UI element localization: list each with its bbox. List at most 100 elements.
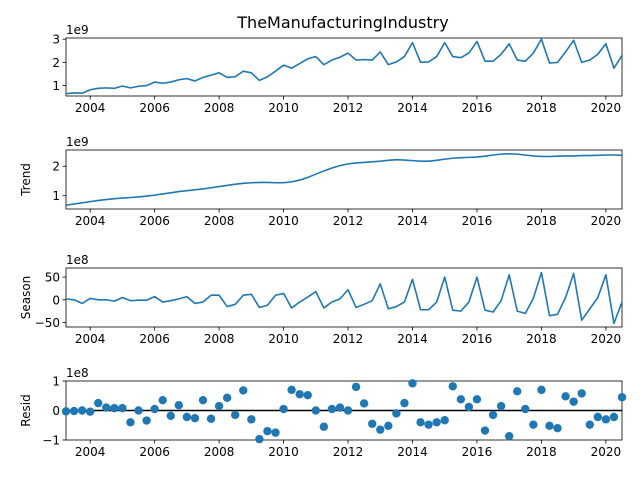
x-tick-label: 2006 (139, 214, 170, 228)
x-tick-label: 2016 (462, 101, 493, 115)
x-tick-label: 2012 (333, 332, 364, 346)
x-tick-label: 2010 (268, 332, 299, 346)
resid-point (553, 424, 562, 433)
resid-point (150, 404, 159, 414)
y-tick-label: 1 (52, 375, 60, 389)
axes-frame (65, 37, 623, 97)
resid-point (110, 403, 119, 413)
resid-point (392, 409, 401, 418)
y-tick-label: 1 (52, 79, 60, 93)
resid-point (545, 421, 554, 431)
resid-point (247, 415, 256, 424)
resid-point (198, 395, 208, 405)
x-tick-label: 2018 (526, 332, 557, 346)
resid-point (77, 406, 87, 415)
x-tick-label: 2006 (139, 332, 170, 346)
resid-point (126, 418, 135, 427)
resid-point (239, 386, 248, 395)
resid-point (617, 393, 627, 402)
resid-point (85, 407, 95, 416)
resid-point (166, 411, 175, 421)
x-tick-label: 2014 (397, 445, 428, 459)
resid-point (343, 406, 353, 415)
resid-point (569, 397, 578, 406)
resid-point (496, 401, 506, 411)
y-tick-label: −1 (42, 434, 60, 448)
resid-point (384, 421, 393, 431)
resid-point (529, 420, 538, 429)
resid-point (303, 390, 312, 400)
y-tick-label: 0 (52, 404, 60, 418)
y-tick-label: 2 (52, 160, 60, 174)
y-axis-label: Resid (19, 394, 33, 426)
resid-point (158, 395, 167, 405)
series-line (65, 38, 623, 95)
resid-point (593, 412, 603, 422)
resid-point (255, 434, 264, 444)
resid-point (400, 398, 409, 408)
x-tick-label: 2004 (75, 332, 106, 346)
resid-point (424, 420, 433, 429)
resid-point (287, 385, 296, 395)
resid-point (222, 393, 232, 403)
y-tick-label: 1 (52, 189, 60, 203)
resid-point (537, 385, 546, 395)
x-tick-label: 2018 (526, 101, 557, 115)
x-tick-label: 2006 (139, 101, 170, 115)
resid-point (432, 418, 441, 427)
resid-point (311, 406, 320, 415)
x-tick-label: 2004 (75, 445, 106, 459)
series-line (65, 271, 623, 325)
resid-point (94, 398, 103, 408)
resid-point (513, 387, 522, 396)
x-tick-label: 2020 (591, 332, 622, 346)
x-tick-label: 2008 (204, 101, 235, 115)
resid-point (327, 404, 337, 414)
resid-point (295, 390, 304, 399)
resid-point (408, 379, 417, 388)
y-multiplier: 1e8 (66, 253, 89, 267)
series-line (65, 153, 623, 206)
resid-point (585, 420, 594, 429)
resid-point (206, 414, 216, 423)
resid-point (456, 395, 466, 404)
y-multiplier: 1e9 (66, 23, 89, 37)
resid-point (271, 428, 280, 437)
resid-point (368, 419, 377, 428)
x-tick-label: 2008 (204, 445, 235, 459)
resid-point (351, 382, 361, 392)
resid-point (174, 400, 184, 410)
resid-point (359, 399, 369, 408)
resid-point (448, 382, 457, 391)
x-tick-label: 2004 (75, 214, 106, 228)
x-tick-label: 2008 (204, 214, 235, 228)
y-multiplier: 1e9 (66, 135, 89, 149)
x-tick-label: 2016 (462, 332, 493, 346)
resid-point (504, 431, 514, 441)
resid-point (480, 426, 490, 435)
resid-point (335, 403, 345, 412)
y-axis-label: Season (19, 276, 33, 320)
x-tick-label: 2014 (397, 214, 428, 228)
resid-point (319, 422, 329, 431)
resid-point (440, 416, 449, 425)
x-tick-label: 2016 (462, 214, 493, 228)
x-tick-label: 2004 (75, 101, 106, 115)
x-tick-label: 2012 (333, 101, 364, 115)
resid-point (561, 392, 570, 401)
x-tick-label: 2008 (204, 332, 235, 346)
x-tick-label: 2010 (268, 445, 299, 459)
resid-point (182, 412, 192, 422)
resid-point (231, 410, 240, 420)
x-tick-label: 2012 (333, 214, 364, 228)
x-tick-label: 2010 (268, 214, 299, 228)
panel-trend: 2004 2006 2008 2010 2012 2014 2016 2018 2020 1 2 1e… (19, 135, 623, 228)
resid-point (488, 410, 498, 420)
x-tick-label: 2020 (591, 445, 622, 459)
y-tick-label: 0 (52, 293, 60, 307)
x-tick-label: 2016 (462, 445, 493, 459)
x-tick-label: 2012 (333, 445, 364, 459)
resid-point (102, 403, 111, 412)
resid-point (521, 404, 530, 414)
